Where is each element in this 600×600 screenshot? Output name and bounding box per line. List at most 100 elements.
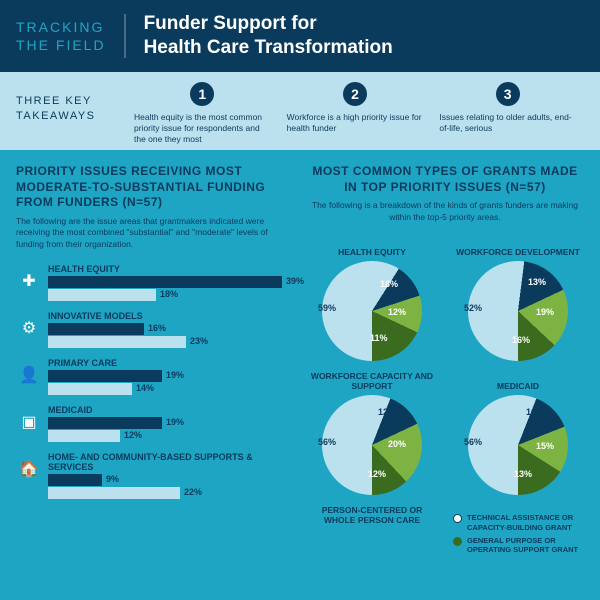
bar-value-2: 18% (160, 289, 178, 299)
bar-light (48, 430, 120, 442)
bar-icon: ✚ (16, 264, 42, 298)
header-tracking: TRACKING THE FIELD (16, 18, 106, 54)
bar-pair: 19% 14% (48, 370, 292, 396)
pie-box: PERSON-CENTERED OR WHOLE PERSON CARE (307, 505, 437, 558)
bar-value-1: 9% (106, 474, 119, 484)
takeaway-text: Issues relating to older adults, end-of-… (439, 112, 576, 134)
pie-legend: TECHNICAL ASSISTANCE OR CAPACITY-BUILDIN… (453, 513, 583, 558)
bars-title: PRIORITY ISSUES RECEIVING MOST MODERATE-… (16, 164, 292, 211)
pie-box: WORKFORCE CAPACITY AND SUPPORT 56% 12% 20%… (307, 371, 437, 495)
bar-value-1: 19% (166, 417, 184, 427)
bars-container: ✚ HEALTH EQUITY 39% 18% ⚙ INNOVATIVE MOD… (16, 264, 292, 500)
bar-value-2: 14% (136, 383, 154, 393)
bar-body: PRIMARY CARE 19% 14% (48, 358, 292, 396)
pie-label: 56% (464, 437, 482, 447)
pie-label: 20% (388, 439, 406, 449)
pie-label: 19% (536, 307, 554, 317)
pie-label: 16% (512, 335, 530, 345)
pie-wrap: 56%12%20%12% (322, 395, 422, 495)
bar-label: HEALTH EQUITY (48, 264, 292, 274)
pies-title: MOST COMMON TYPES OF GRANTS MADE IN TOP … (306, 164, 584, 195)
takeaway-number: 3 (496, 82, 520, 106)
legend-text: TECHNICAL ASSISTANCE OR CAPACITY-BUILDIN… (467, 513, 583, 533)
bar-pair: 19% 12% (48, 417, 292, 443)
pie-title: PERSON-CENTERED OR WHOLE PERSON CARE (307, 505, 437, 525)
bar-icon: 🏠 (16, 452, 42, 486)
bar-body: MEDICAID 19% 12% (48, 405, 292, 443)
pie-label: 11% (370, 333, 388, 343)
bar-light (48, 289, 156, 301)
bar-body: INNOVATIVE MODELS 16% 23% (48, 311, 292, 349)
pie-title: WORKFORCE DEVELOPMENT (453, 237, 583, 257)
bar-value-1: 19% (166, 370, 184, 380)
takeaway-text: Workforce is a high priority issue for h… (287, 112, 424, 134)
takeaways-bar: THREE KEY TAKEAWAYS 1Health equity is th… (0, 72, 600, 150)
bar-value-1: 39% (286, 276, 304, 286)
header-divider (124, 14, 126, 58)
bar-row: ⚙ INNOVATIVE MODELS 16% 23% (16, 311, 292, 349)
title-l2: Health Care Transformation (144, 36, 393, 60)
bar-body: HOME- AND COMMUNITY-BASED SUPPORTS & SER… (48, 452, 292, 500)
bars-section: PRIORITY ISSUES RECEIVING MOST MODERATE-… (16, 164, 306, 558)
pie-title: HEALTH EQUITY (307, 237, 437, 257)
pie-label: 12% (368, 469, 386, 479)
bar-icon: ⚙ (16, 311, 42, 345)
takeaway-text: Health equity is the most common priorit… (134, 112, 271, 145)
pie-label: 59% (318, 303, 336, 313)
bar-pair: 9% 22% (48, 474, 292, 500)
bar-label: PRIMARY CARE (48, 358, 292, 368)
main: PRIORITY ISSUES RECEIVING MOST MODERATE-… (0, 150, 600, 558)
bar-row: 👤 PRIMARY CARE 19% 14% (16, 358, 292, 396)
bar-dark (48, 323, 144, 335)
bar-dark (48, 417, 162, 429)
bar-body: HEALTH EQUITY 39% 18% (48, 264, 292, 302)
pie-chart (322, 395, 422, 495)
pies-subtitle: The following is a breakdown of the kind… (306, 200, 584, 223)
pies-section: MOST COMMON TYPES OF GRANTS MADE IN TOP … (306, 164, 584, 558)
bar-row: ▣ MEDICAID 19% 12% (16, 405, 292, 443)
bar-dark (48, 370, 162, 382)
pie-label: 16% (526, 407, 544, 417)
bar-light (48, 336, 186, 348)
bar-value-2: 23% (190, 336, 208, 346)
legend-dot (453, 537, 462, 546)
takeaway-number: 2 (343, 82, 367, 106)
bar-light (48, 383, 132, 395)
bar-icon: 👤 (16, 358, 42, 392)
bar-value-2: 12% (124, 430, 142, 440)
bar-dark (48, 474, 102, 486)
bar-dark (48, 276, 282, 288)
bar-value-1: 16% (148, 323, 166, 333)
pie-label: 56% (318, 437, 336, 447)
pie-title: WORKFORCE CAPACITY AND SUPPORT (307, 371, 437, 391)
pie-wrap: 56%13%15%16% (468, 395, 568, 495)
pie-label: 12% (378, 407, 396, 417)
takeaway-item: 1Health equity is the most common priori… (126, 82, 279, 150)
tracking-l1: TRACKING (16, 18, 106, 36)
bar-label: HOME- AND COMMUNITY-BASED SUPPORTS & SER… (48, 452, 292, 472)
bar-row: 🏠 HOME- AND COMMUNITY-BASED SUPPORTS & S… (16, 452, 292, 500)
pie-wrap: 52%16%19%13% (468, 261, 568, 361)
title-l1: Funder Support for (144, 12, 393, 36)
bar-icon: ▣ (16, 405, 42, 439)
bar-pair: 16% 23% (48, 323, 292, 349)
legend-text: GENERAL PURPOSE OR OPERATING SUPPORT GRA… (467, 536, 583, 556)
legend-row: TECHNICAL ASSISTANCE OR CAPACITY-BUILDIN… (453, 513, 583, 533)
takeaways-items: 1Health equity is the most common priori… (126, 82, 584, 150)
pie-label: 18% (380, 279, 398, 289)
bar-value-2: 22% (184, 487, 202, 497)
takeaway-item: 2 Workforce is a high priority issue for … (279, 82, 432, 150)
tracking-l2: THE FIELD (16, 36, 106, 54)
takeaways-title: THREE KEY TAKEAWAYS (16, 82, 126, 150)
bar-pair: 39% 18% (48, 276, 292, 302)
pies-container: HEALTH EQUITY 59% 11% 12% 18% WORKFORCE DEV… (306, 237, 584, 558)
bar-label: MEDICAID (48, 405, 292, 415)
pie-label: 12% (388, 307, 406, 317)
bar-row: ✚ HEALTH EQUITY 39% 18% (16, 264, 292, 302)
bars-subtitle: The following are the issue areas that g… (16, 216, 292, 250)
pie-label: 52% (464, 303, 482, 313)
pie-box: MEDICAID 56%13%15%16% (453, 371, 583, 495)
pie-wrap: 59%11%12%18% (322, 261, 422, 361)
pie-label: 13% (528, 277, 546, 287)
pie-row-3: PERSON-CENTERED OR WHOLE PERSON CARE TECH… (306, 505, 584, 558)
